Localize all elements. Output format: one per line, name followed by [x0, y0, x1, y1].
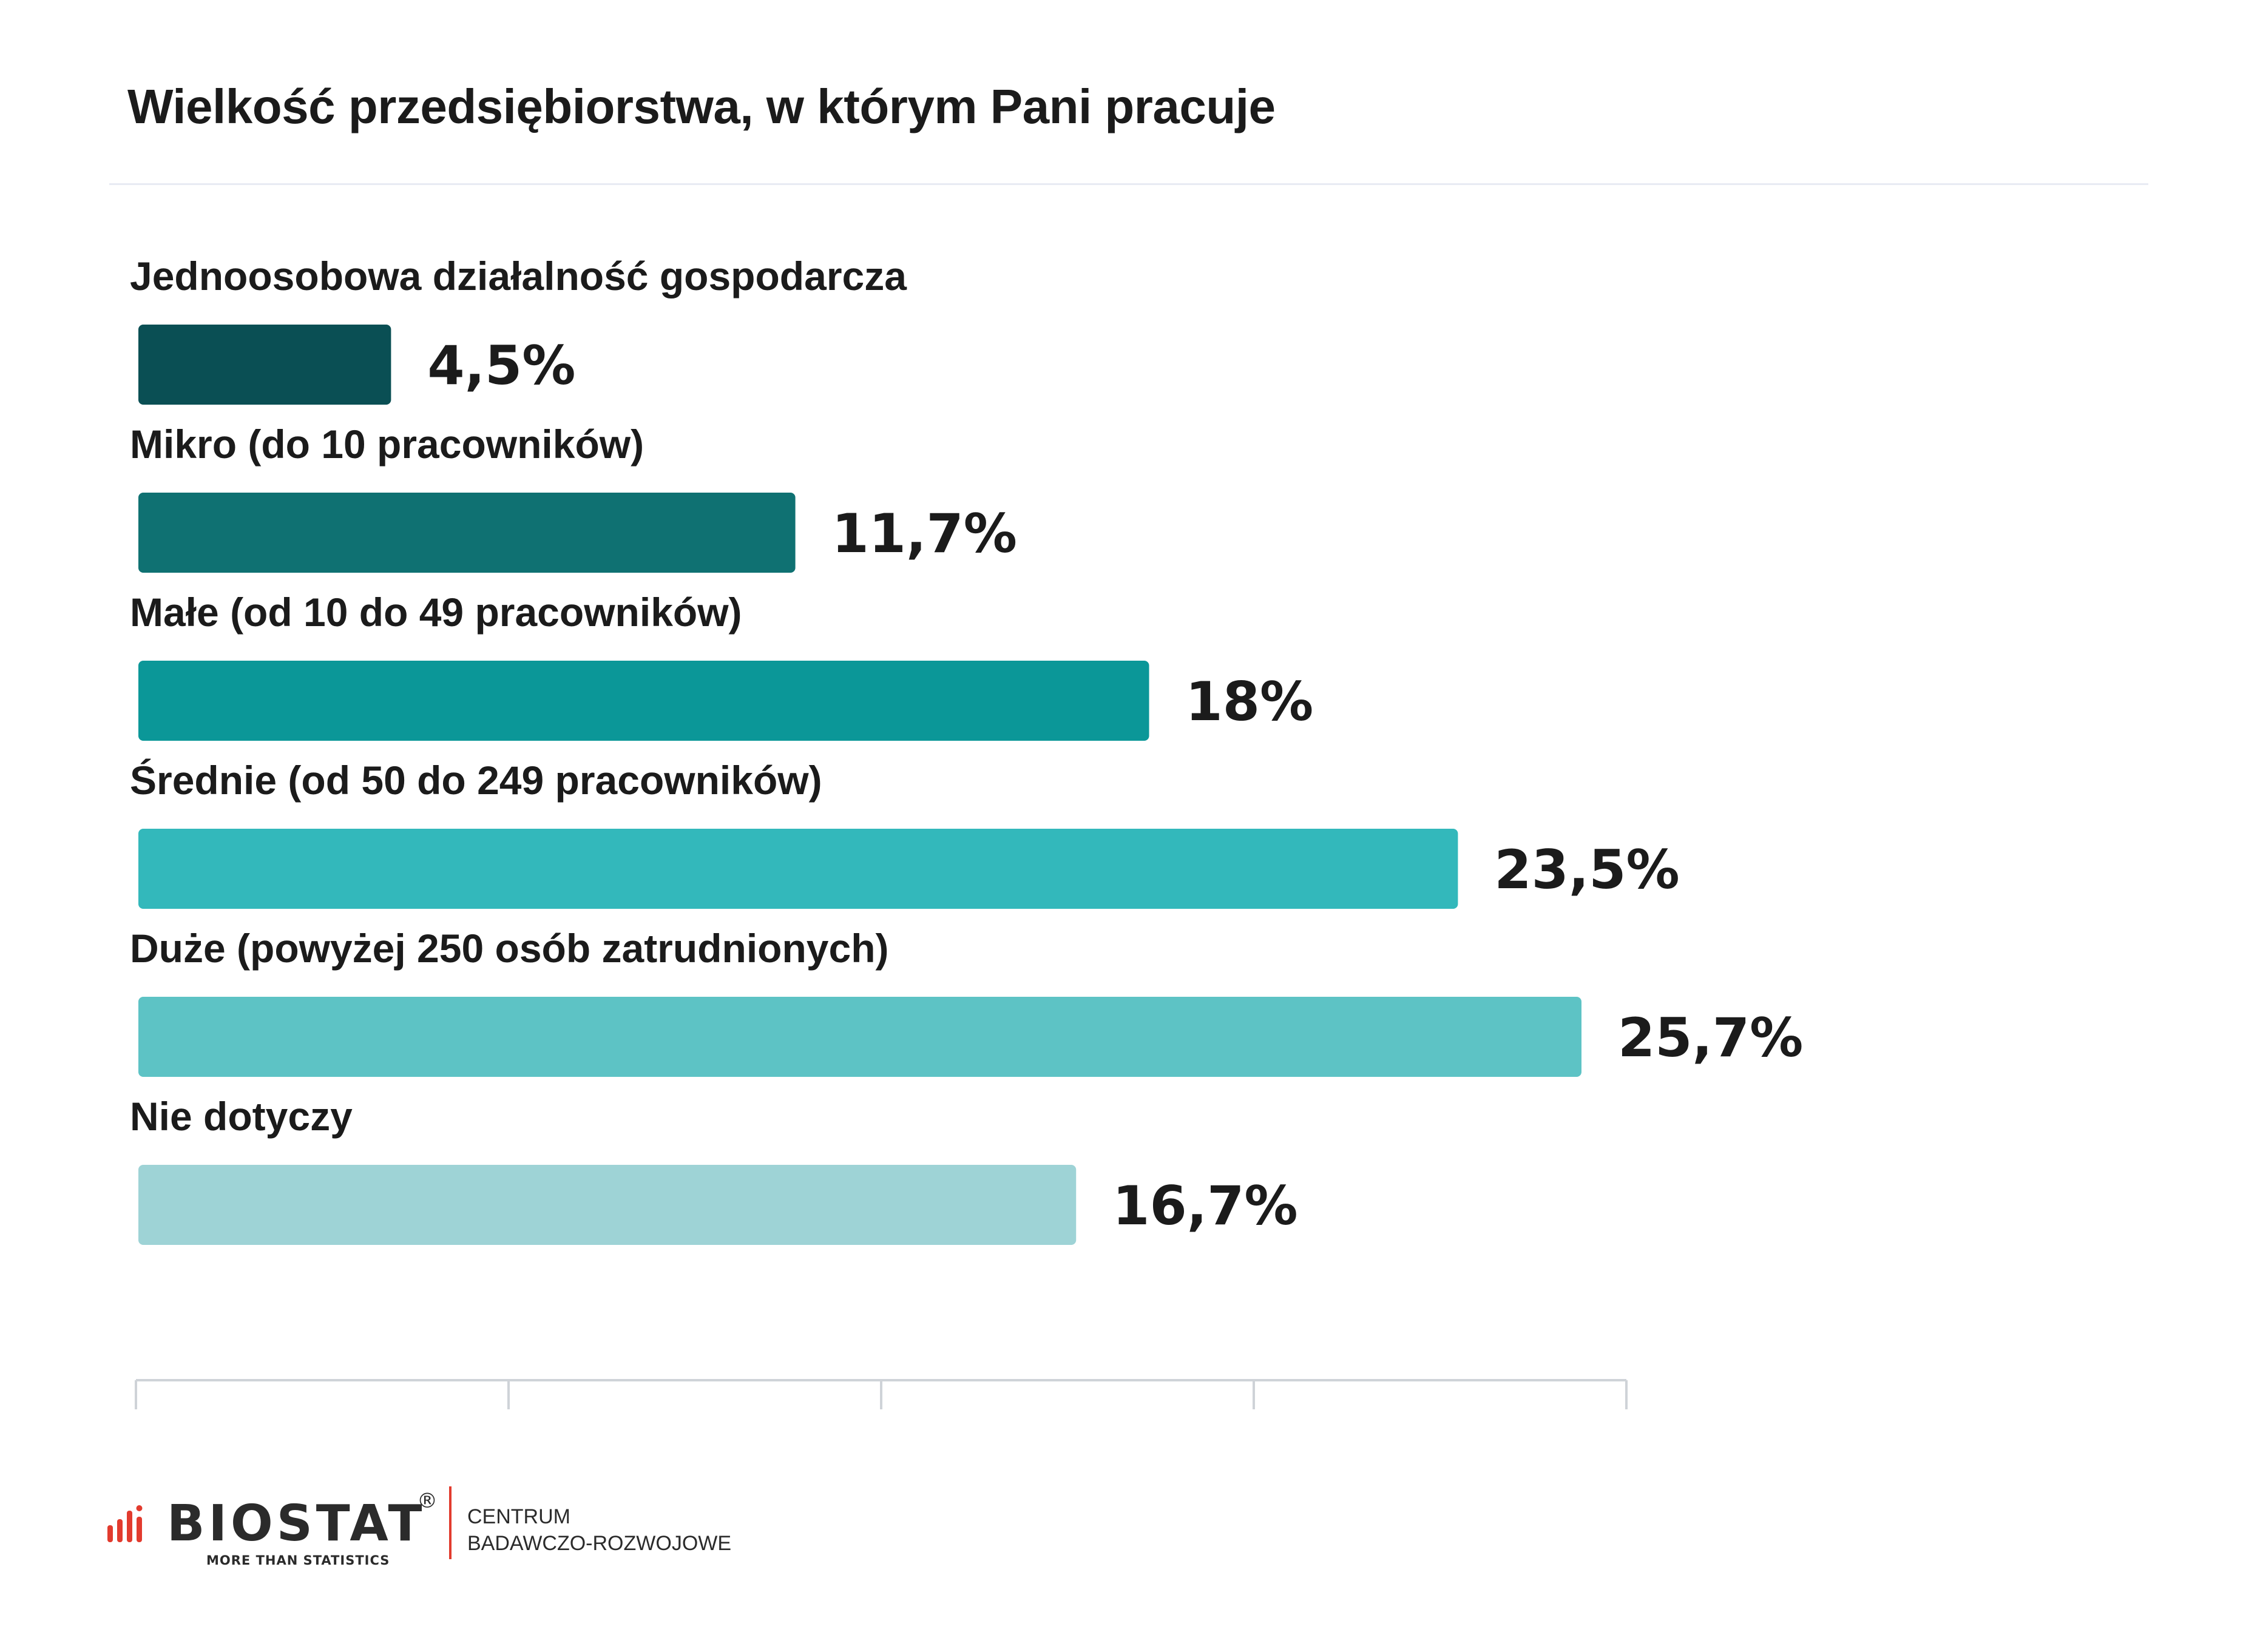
bar	[138, 493, 796, 573]
category-label: Duże (powyżej 250 osób zatrudnionych)	[130, 926, 889, 971]
bar	[138, 829, 1458, 909]
value-label: 4,5%	[427, 334, 575, 397]
value-label: 23,5%	[1494, 838, 1679, 901]
category-label: Średnie (od 50 do 249 pracowników)	[130, 758, 822, 803]
category-label: Nie dotyczy	[130, 1094, 353, 1139]
bar	[138, 325, 391, 405]
logo-tagline: MORE THAN STATISTICS	[206, 1553, 390, 1568]
value-label: 18%	[1186, 670, 1314, 733]
bar	[138, 661, 1149, 741]
chart-title: Wielkość przedsiębiorstwa, w którym Pani…	[127, 79, 1276, 133]
logo-subtitle-line2: BADAWCZO-ROZWOJOWE	[467, 1532, 732, 1555]
logo-brand: BIOSTAT	[167, 1495, 426, 1553]
bar	[138, 997, 1581, 1077]
logo-separator	[449, 1486, 452, 1559]
category-label: Małe (od 10 do 49 pracowników)	[130, 590, 742, 635]
value-label: 25,7%	[1618, 1006, 1803, 1069]
category-label: Mikro (do 10 pracowników)	[130, 422, 644, 467]
logo-registered: ®	[417, 1489, 438, 1513]
category-label: Jednoosobowa działalność gospodarcza	[130, 254, 907, 298]
logo-subtitle: CENTRUM BADAWCZO-ROZWOJOWE	[467, 1503, 731, 1557]
logo-bars-icon	[107, 1505, 143, 1542]
value-label: 16,7%	[1112, 1175, 1297, 1237]
logo-subtitle-line1: CENTRUM	[467, 1505, 570, 1528]
value-label: 11,7%	[832, 502, 1017, 565]
title-divider	[109, 183, 2148, 185]
bar	[138, 1165, 1077, 1245]
